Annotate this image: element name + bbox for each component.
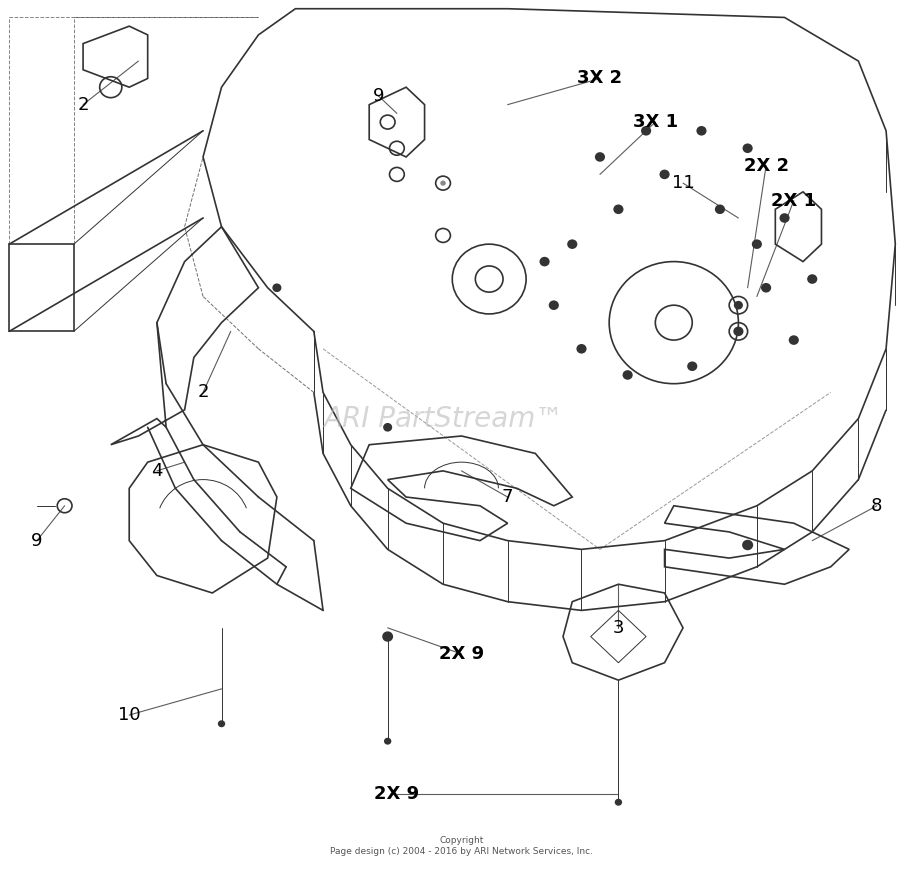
Text: 2X 9: 2X 9 (375, 785, 419, 802)
Text: 3X 2: 3X 2 (578, 70, 622, 87)
Circle shape (788, 335, 798, 345)
Circle shape (641, 126, 651, 136)
Circle shape (380, 115, 395, 129)
Text: 7: 7 (502, 488, 513, 506)
Circle shape (273, 284, 281, 291)
Text: 9: 9 (31, 532, 42, 549)
Circle shape (615, 799, 622, 806)
Text: 11: 11 (672, 174, 694, 192)
Text: 9: 9 (373, 87, 384, 105)
Text: 2X 2: 2X 2 (744, 157, 788, 174)
Circle shape (714, 204, 725, 214)
Text: 3X 1: 3X 1 (633, 113, 677, 131)
Circle shape (742, 540, 753, 550)
Circle shape (623, 371, 633, 380)
Circle shape (735, 302, 742, 309)
Text: Copyright
Page design (c) 2004 - 2016 by ARI Network Services, Inc.: Copyright Page design (c) 2004 - 2016 by… (330, 836, 593, 855)
Circle shape (218, 720, 225, 727)
Circle shape (779, 213, 789, 223)
Text: 2: 2 (198, 384, 209, 401)
Circle shape (594, 152, 605, 162)
Circle shape (384, 738, 391, 745)
Text: 2: 2 (78, 96, 89, 113)
Circle shape (383, 632, 392, 641)
Circle shape (734, 326, 744, 337)
Circle shape (807, 274, 818, 284)
Text: 3: 3 (613, 619, 624, 637)
Circle shape (687, 361, 698, 371)
Circle shape (548, 300, 558, 310)
Circle shape (761, 283, 771, 293)
Circle shape (659, 169, 669, 180)
Circle shape (384, 424, 391, 431)
Circle shape (751, 239, 761, 249)
Circle shape (440, 181, 446, 186)
Text: 8: 8 (871, 497, 882, 514)
Circle shape (567, 239, 578, 249)
Text: 4: 4 (151, 462, 162, 480)
Circle shape (576, 344, 587, 354)
Circle shape (539, 256, 549, 267)
Circle shape (696, 126, 707, 136)
Circle shape (614, 204, 624, 214)
Text: 2X 1: 2X 1 (772, 192, 816, 209)
Text: 2X 9: 2X 9 (439, 645, 484, 663)
Text: 10: 10 (118, 706, 140, 724)
Text: ARI PartStream™: ARI PartStream™ (323, 405, 563, 433)
Circle shape (742, 143, 753, 153)
